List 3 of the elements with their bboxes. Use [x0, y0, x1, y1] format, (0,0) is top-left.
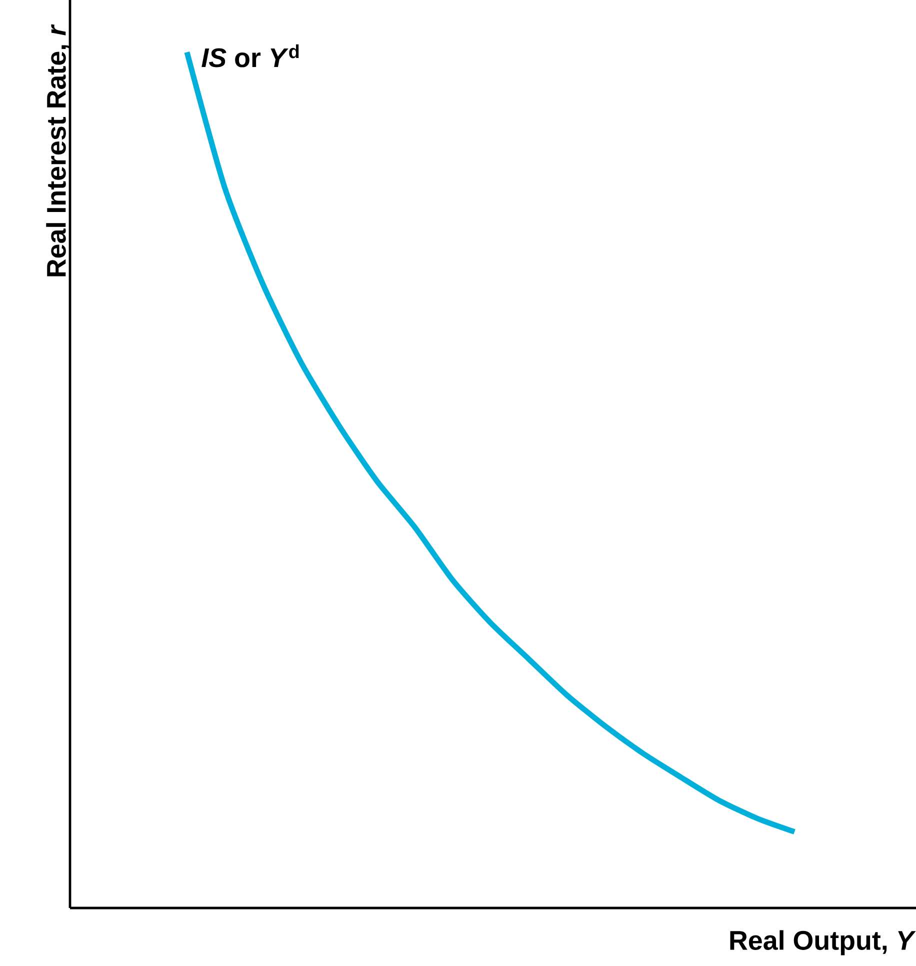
- annotation: IS or Y$^{d}$: [202, 44, 299, 68]
- x-axis-title: Real Output, Y: [730, 930, 916, 956]
- y-axis-title: Real Interest Rate, r: [46, 24, 70, 276]
